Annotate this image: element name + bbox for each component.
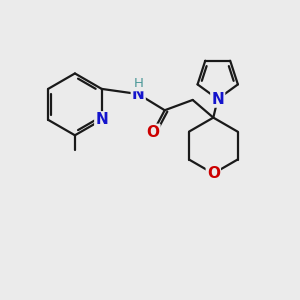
Text: O: O <box>207 166 220 181</box>
Text: N: N <box>211 92 224 106</box>
Text: O: O <box>146 125 159 140</box>
Text: N: N <box>95 112 108 127</box>
Text: N: N <box>132 87 145 102</box>
Text: H: H <box>133 77 143 90</box>
